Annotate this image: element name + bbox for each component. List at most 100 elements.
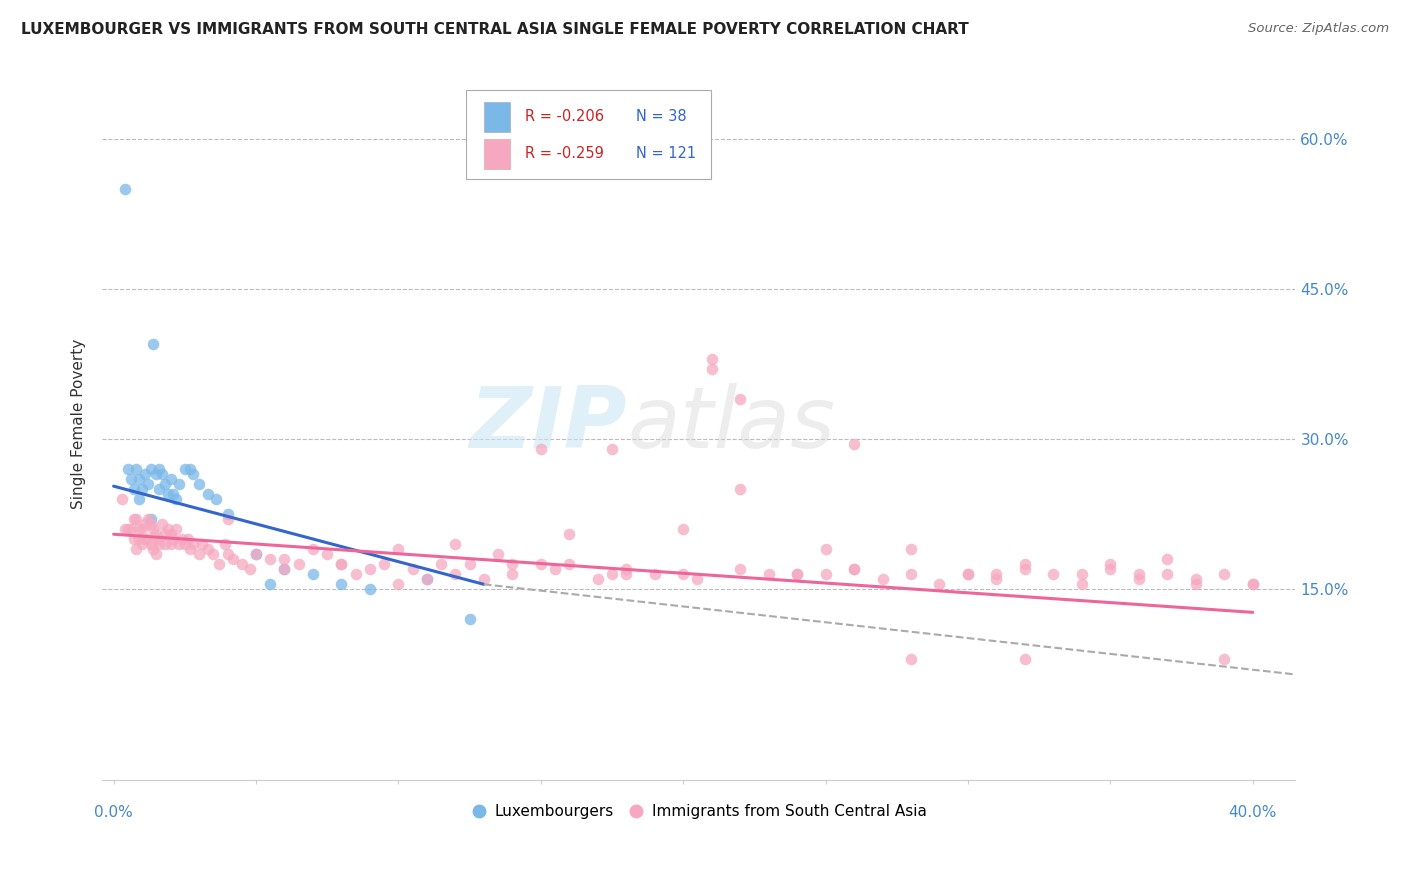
Point xyxy=(344,567,367,582)
Point xyxy=(842,437,865,451)
Point xyxy=(401,562,423,576)
Point xyxy=(173,462,195,476)
Point xyxy=(644,567,666,582)
Point xyxy=(176,533,198,547)
Point xyxy=(672,567,695,582)
Point xyxy=(125,462,148,476)
Point xyxy=(900,542,922,557)
Point xyxy=(600,567,623,582)
Point xyxy=(956,567,979,582)
Point xyxy=(188,547,211,561)
Point xyxy=(197,487,219,501)
Point xyxy=(148,533,170,547)
Point xyxy=(114,182,136,196)
Point xyxy=(120,522,142,536)
Point xyxy=(700,351,723,366)
Point xyxy=(183,537,205,551)
Point xyxy=(416,572,439,586)
Point xyxy=(900,567,922,582)
Point xyxy=(145,547,167,561)
Point xyxy=(359,582,381,597)
Point xyxy=(222,552,245,566)
Point xyxy=(1156,552,1178,566)
Point xyxy=(167,537,190,551)
Point xyxy=(217,512,239,526)
Point xyxy=(928,577,950,591)
Point xyxy=(139,462,162,476)
Text: N = 38: N = 38 xyxy=(636,110,686,124)
Point xyxy=(330,577,353,591)
Point xyxy=(672,522,695,536)
Point xyxy=(728,392,751,406)
Point xyxy=(179,542,201,557)
Point xyxy=(245,547,267,561)
Point xyxy=(142,542,165,557)
Point xyxy=(1213,567,1236,582)
Point xyxy=(134,517,156,532)
Point xyxy=(205,492,228,507)
Point xyxy=(273,552,295,566)
Point xyxy=(1213,652,1236,666)
Point xyxy=(900,652,922,666)
Point xyxy=(472,572,495,586)
Point xyxy=(330,558,353,572)
Point xyxy=(330,558,353,572)
Point xyxy=(217,507,239,521)
Point xyxy=(202,547,225,561)
Point xyxy=(191,537,214,551)
Point xyxy=(122,482,145,496)
Point xyxy=(558,527,581,541)
Point xyxy=(153,527,176,541)
FancyBboxPatch shape xyxy=(467,90,711,178)
Point xyxy=(165,492,187,507)
Point xyxy=(162,533,184,547)
Text: LUXEMBOURGER VS IMMIGRANTS FROM SOUTH CENTRAL ASIA SINGLE FEMALE POVERTY CORRELA: LUXEMBOURGER VS IMMIGRANTS FROM SOUTH CE… xyxy=(21,22,969,37)
Point xyxy=(188,477,211,491)
Point xyxy=(150,467,173,482)
Text: N = 121: N = 121 xyxy=(636,146,696,161)
Point xyxy=(872,572,894,586)
Point xyxy=(1014,652,1036,666)
Point xyxy=(139,512,162,526)
Point xyxy=(1128,567,1150,582)
Point xyxy=(430,558,453,572)
Point xyxy=(136,477,159,491)
Point xyxy=(558,558,581,572)
Point xyxy=(1241,577,1264,591)
Point xyxy=(136,533,159,547)
Point xyxy=(686,572,709,586)
Point xyxy=(125,542,148,557)
Point xyxy=(1014,558,1036,572)
Point xyxy=(159,472,181,486)
Point xyxy=(183,467,205,482)
Point xyxy=(165,522,187,536)
Point xyxy=(1099,558,1122,572)
Point xyxy=(114,522,136,536)
Legend: Luxembourgers, Immigrants from South Central Asia: Luxembourgers, Immigrants from South Cen… xyxy=(465,798,932,825)
Point xyxy=(231,558,253,572)
Point xyxy=(159,527,181,541)
Point xyxy=(501,567,523,582)
Point xyxy=(814,567,837,582)
Point xyxy=(1099,562,1122,576)
Y-axis label: Single Female Poverty: Single Female Poverty xyxy=(72,339,86,509)
Point xyxy=(259,552,281,566)
Point xyxy=(600,442,623,456)
Text: R = -0.259: R = -0.259 xyxy=(524,146,603,161)
Point xyxy=(173,537,195,551)
Point xyxy=(273,562,295,576)
Point xyxy=(125,512,148,526)
Point xyxy=(501,558,523,572)
Point xyxy=(842,562,865,576)
Point xyxy=(1184,572,1206,586)
Point xyxy=(214,537,236,551)
Point xyxy=(444,567,467,582)
Point xyxy=(162,487,184,501)
Point xyxy=(986,567,1008,582)
Point xyxy=(302,567,325,582)
Point xyxy=(131,482,153,496)
Point xyxy=(614,567,637,582)
Point xyxy=(1014,562,1036,576)
Point xyxy=(142,337,165,351)
Point xyxy=(444,537,467,551)
